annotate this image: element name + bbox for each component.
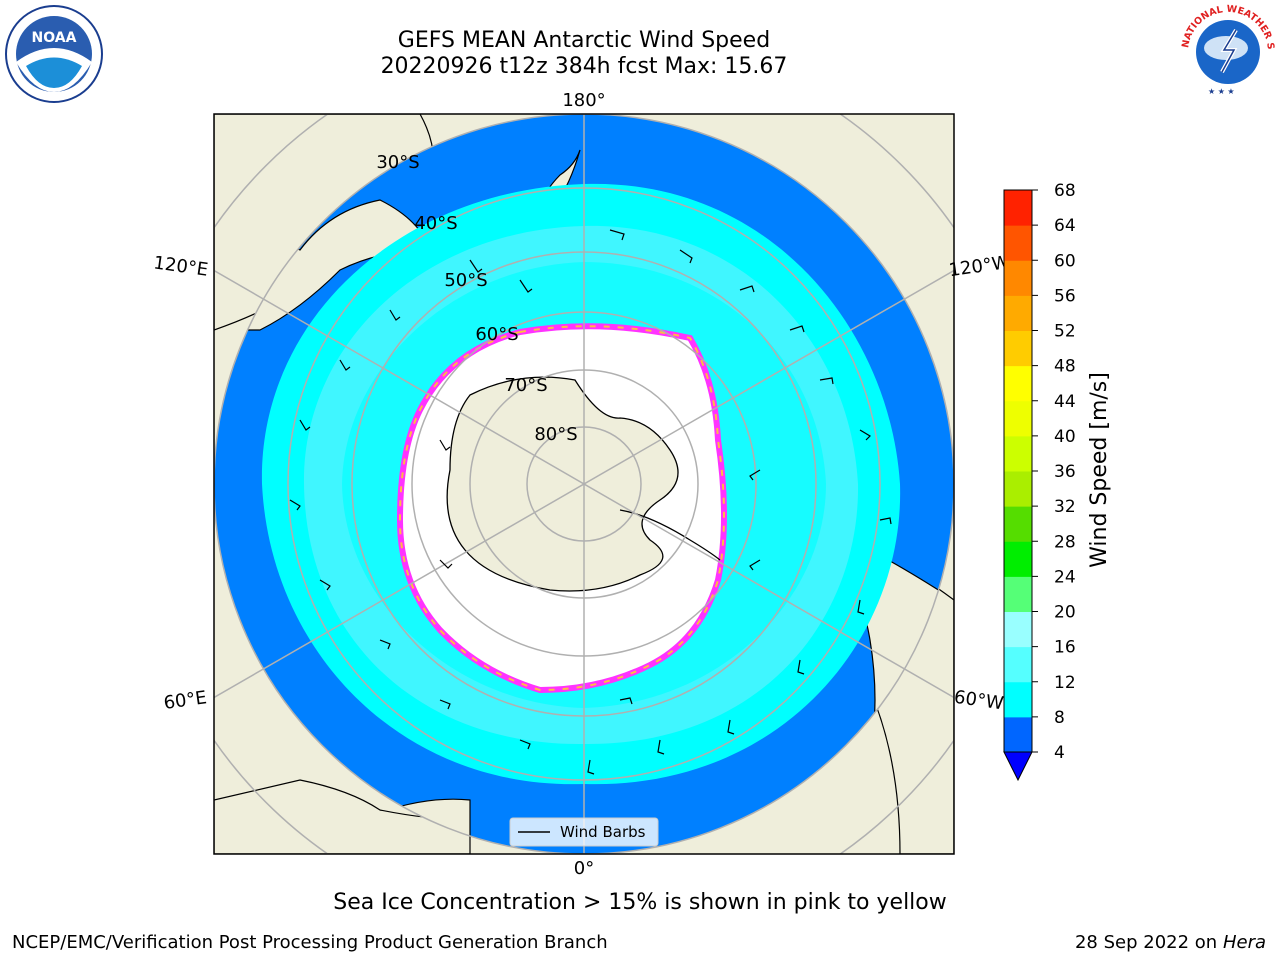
sea-ice-note: Sea Ice Concentration > 15% is shown in …	[333, 890, 947, 915]
lon-label-60e: 60°E	[162, 687, 208, 714]
chart-subtitle: 20220926 t12z 384h fcst Max: 15.67	[380, 54, 788, 79]
colorbar-tick-label: 48	[1054, 357, 1076, 377]
colorbar-tick-label: 28	[1054, 532, 1076, 552]
graticule	[214, 114, 954, 854]
credit-right: 28 Sep 2022 on Hera	[1075, 932, 1266, 953]
colorbar-segment	[1004, 716, 1032, 753]
colorbar-tick-label: 24	[1054, 567, 1076, 587]
colorbar-segment	[1004, 435, 1032, 472]
legend-label: Wind Barbs	[560, 823, 646, 841]
colorbar-tick-label: 40	[1054, 427, 1076, 447]
colorbar-segment	[1004, 611, 1032, 648]
colorbar-tick-label: 60	[1054, 251, 1076, 271]
globe	[214, 114, 954, 854]
colorbar-tick-label: 64	[1054, 216, 1076, 236]
lat-label-60s: 60°S	[475, 324, 518, 345]
lat-label-50s: 50°S	[444, 270, 487, 291]
lon-label-120e: 120°E	[152, 252, 209, 280]
nws-logo: NATIONAL WEATHER SERVICE ★ ★ ★	[1178, 4, 1276, 98]
lon-label-60w: 60°W	[953, 687, 1005, 715]
chart-title: GEFS MEAN Antarctic Wind Speed	[397, 28, 771, 53]
noaa-logo-text: NOAA	[32, 30, 77, 46]
colorbar-segment	[1004, 260, 1032, 296]
antarctica-land	[446, 376, 679, 592]
colorbar-tick-label: 20	[1054, 603, 1076, 623]
wind-barbs	[289, 229, 892, 775]
colorbar-tick-label: 44	[1054, 392, 1076, 412]
colorbar-segment	[1004, 190, 1032, 226]
credit-left: NCEP/EMC/Verification Post Processing Pr…	[12, 932, 608, 953]
colorbar-tick-label: 68	[1054, 181, 1076, 201]
lon-label-180: 180°	[562, 90, 605, 111]
lon-label-0: 0°	[574, 858, 594, 879]
colorbar-tick-label: 56	[1054, 286, 1076, 306]
colorbar-segment	[1004, 576, 1032, 612]
colorbar-tick-label: 52	[1054, 322, 1076, 342]
colorbar-segment	[1004, 225, 1032, 261]
colorbar-segment	[1004, 471, 1032, 507]
lon-label-120w: 120°W	[947, 252, 1011, 281]
lat-label-70s: 70°S	[504, 375, 547, 396]
colorbar-tick-label: 4	[1054, 743, 1065, 763]
colorbar-tick-label: 36	[1054, 462, 1076, 482]
colorbar-segment	[1004, 646, 1032, 683]
colorbar-tick-label: 32	[1054, 497, 1076, 517]
credit-date: 28 Sep 2022 on	[1074, 932, 1218, 953]
lat-label-80s: 80°S	[534, 424, 577, 445]
colorbar-segment	[1004, 400, 1032, 437]
colorbar-segment	[1004, 365, 1032, 402]
legend: Wind Barbs	[509, 817, 659, 847]
colorbar-tick-label: 16	[1054, 638, 1076, 658]
map-frame	[213, 113, 955, 855]
svg-text:★ ★ ★: ★ ★ ★	[1208, 87, 1235, 96]
colorbar-segment	[1004, 330, 1032, 367]
credit-host: Hera	[1222, 932, 1266, 953]
colorbar-segment	[1004, 506, 1032, 542]
colorbar-segment	[1004, 541, 1032, 577]
colorbar-tick-label: 12	[1054, 673, 1076, 693]
colorbar-label: Wind Speed [m/s]	[1087, 372, 1112, 568]
lat-label-30s: 30°S	[376, 152, 419, 173]
lat-label-40s: 40°S	[414, 213, 457, 234]
colorbar-segment	[1004, 681, 1032, 718]
colorbar-under-extension	[1003, 751, 1033, 782]
colorbar-tick-label: 8	[1054, 708, 1065, 728]
colorbar-segment	[1004, 295, 1032, 331]
noaa-logo: NOAA	[5, 5, 103, 103]
